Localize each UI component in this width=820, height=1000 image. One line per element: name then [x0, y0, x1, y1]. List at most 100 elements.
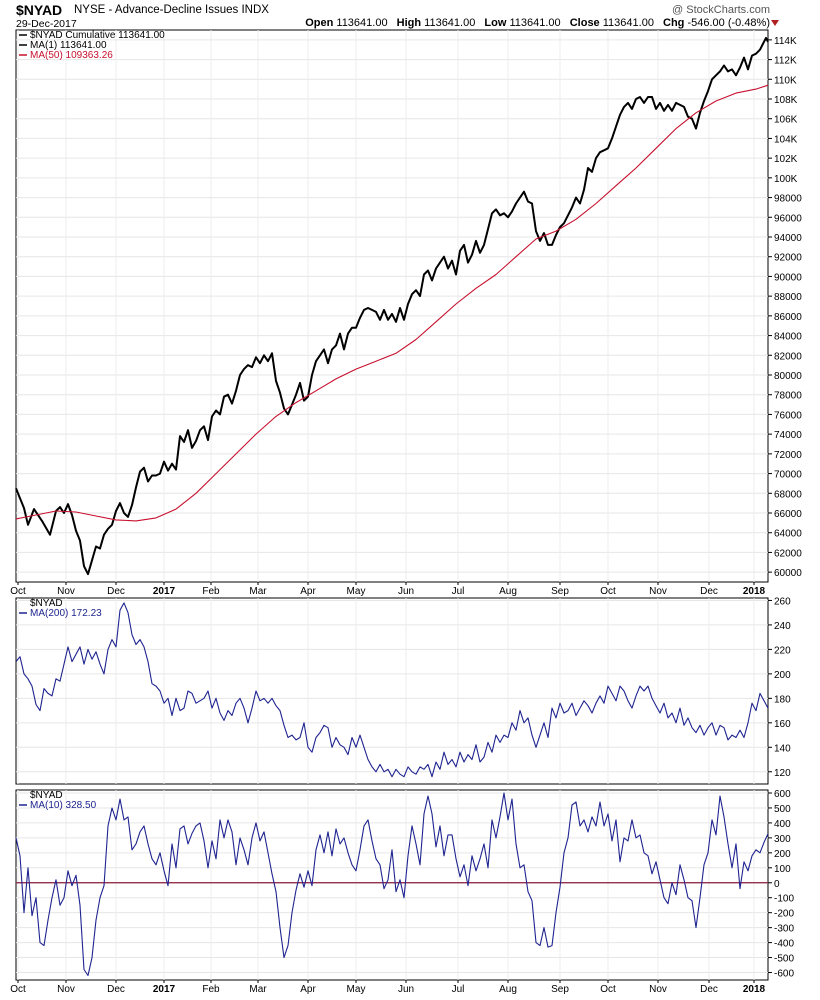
y-tick-label: -200	[774, 909, 794, 920]
chg-value: -546.00 (-0.48%)	[687, 17, 770, 29]
down-triangle-icon	[771, 20, 779, 26]
y-tick-label: -600	[774, 969, 794, 980]
panel-frame	[15, 29, 769, 583]
chg-label: Chg	[663, 17, 685, 29]
symbol-description: NYSE - Advance-Decline Issues INDX	[74, 4, 269, 16]
x-tick-label: Nov	[57, 586, 75, 597]
y-tick-label: 500	[774, 804, 791, 815]
y-tick-label: 62000	[774, 548, 802, 559]
legend-entry: MA(50) 109363.26	[30, 50, 113, 61]
y-tick-label: 300	[774, 834, 791, 845]
x-tick-label: Feb	[202, 984, 220, 995]
y-tick-label: -100	[774, 894, 794, 905]
y-tick-label: 60000	[774, 568, 802, 579]
y-tick-label: 86000	[774, 312, 802, 323]
legend-entry: MA(1) 113641.00	[30, 40, 107, 51]
x-tick-label: Mar	[249, 984, 267, 995]
series-line--nyad-cumulative	[15, 36, 769, 576]
y-tick-label: 260	[774, 596, 791, 607]
x-tick-label: 2017	[153, 586, 176, 597]
x-tick-label: Jul	[452, 984, 465, 995]
x-tick-label: Jun	[398, 984, 414, 995]
x-tick-label: Sep	[551, 984, 569, 995]
y-tick-label: 66000	[774, 509, 802, 520]
y-tick-label: 68000	[774, 489, 802, 500]
y-tick-label: -400	[774, 939, 794, 950]
y-tick-label: 114K	[774, 36, 797, 47]
open-label: Open	[305, 17, 334, 29]
y-tick-label: 96000	[774, 213, 802, 224]
x-tick-label: Nov	[649, 586, 667, 597]
panel-frame	[15, 597, 769, 785]
y-tick-label: 140	[774, 743, 791, 754]
y-tick-label: 104K	[774, 134, 798, 145]
x-tick-label: Nov	[57, 984, 75, 995]
x-tick-label: Mar	[249, 586, 267, 597]
panel-price: 114K 112K 110K 108K 106K 104K 102K 100K 98000 960…	[10, 29, 802, 597]
x-tick-label: Oct	[10, 586, 26, 597]
x-tick-label: Sep	[551, 586, 569, 597]
symbol-label: $NYAD	[16, 2, 63, 18]
x-tick-label: Apr	[300, 586, 316, 597]
legend-entry: MA(200) 172.23	[30, 608, 102, 619]
open-value: 113641.00	[336, 17, 388, 29]
y-tick-label: 120	[774, 768, 791, 779]
legend-entry: MA(10) 328.50	[30, 800, 97, 811]
x-tick-label: Oct	[600, 984, 616, 995]
quote-line: Open 113641.00 High 113641.00 Low 113641…	[305, 17, 770, 29]
y-tick-label: 72000	[774, 450, 802, 461]
y-tick-label: 70000	[774, 470, 802, 481]
y-tick-label: 84000	[774, 332, 802, 343]
low-value: 113641.00	[509, 17, 561, 29]
chart-header: $NYAD NYSE - Advance-Decline Issues INDX…	[0, 0, 820, 30]
low-label: Low	[484, 17, 507, 29]
y-tick-label: 240	[774, 621, 791, 632]
y-tick-label: 92000	[774, 253, 802, 264]
y-tick-label: 110K	[774, 75, 797, 86]
y-tick-label: 90000	[774, 272, 802, 283]
y-tick-label: 0	[774, 879, 780, 890]
x-tick-label: Dec	[107, 984, 125, 995]
y-tick-label: 180	[774, 694, 791, 705]
y-tick-label: 200	[774, 670, 791, 681]
x-tick-label: Dec	[700, 586, 718, 597]
y-tick-label: 400	[774, 819, 791, 830]
close-label: Close	[569, 17, 600, 29]
high-value: 113641.00	[424, 17, 476, 29]
y-tick-label: 76000	[774, 410, 802, 421]
legend-entry: $NYAD Cumulative 113641.00	[30, 30, 165, 41]
series-line-ma-10-	[15, 792, 769, 977]
chart-date: 29-Dec-2017	[16, 18, 77, 30]
x-tick-label: Feb	[202, 586, 220, 597]
y-tick-label: 98000	[774, 194, 802, 205]
panel-frame	[15, 789, 769, 981]
y-tick-label: 106K	[774, 115, 798, 126]
y-tick-label: 220	[774, 645, 791, 656]
series-line-ma-200-	[15, 602, 769, 778]
x-tick-label: Aug	[499, 586, 517, 597]
legend-entry: $NYAD	[30, 598, 63, 609]
legend-entry: $NYAD	[30, 790, 63, 801]
y-tick-label: 100K	[774, 174, 798, 185]
x-tick-label: May	[347, 984, 366, 995]
x-tick-label: 2017	[153, 984, 176, 995]
y-tick-label: -300	[774, 924, 794, 935]
x-tick-label: Jul	[452, 586, 465, 597]
y-tick-label: 112K	[774, 56, 797, 67]
x-tick-label: Apr	[300, 984, 316, 995]
y-tick-label: 88000	[774, 292, 802, 303]
x-tick-label: May	[347, 586, 366, 597]
y-tick-label: -500	[774, 954, 794, 965]
x-tick-label: 2018	[743, 984, 766, 995]
close-value: 113641.00	[602, 17, 654, 29]
y-tick-label: 102K	[774, 154, 798, 165]
x-tick-label: Dec	[107, 586, 125, 597]
y-tick-label: 78000	[774, 391, 802, 402]
y-tick-label: 100	[774, 864, 791, 875]
y-tick-label: 108K	[774, 95, 798, 106]
y-tick-label: 74000	[774, 430, 802, 441]
x-tick-label: 2018	[743, 586, 766, 597]
x-tick-label: Oct	[600, 586, 616, 597]
